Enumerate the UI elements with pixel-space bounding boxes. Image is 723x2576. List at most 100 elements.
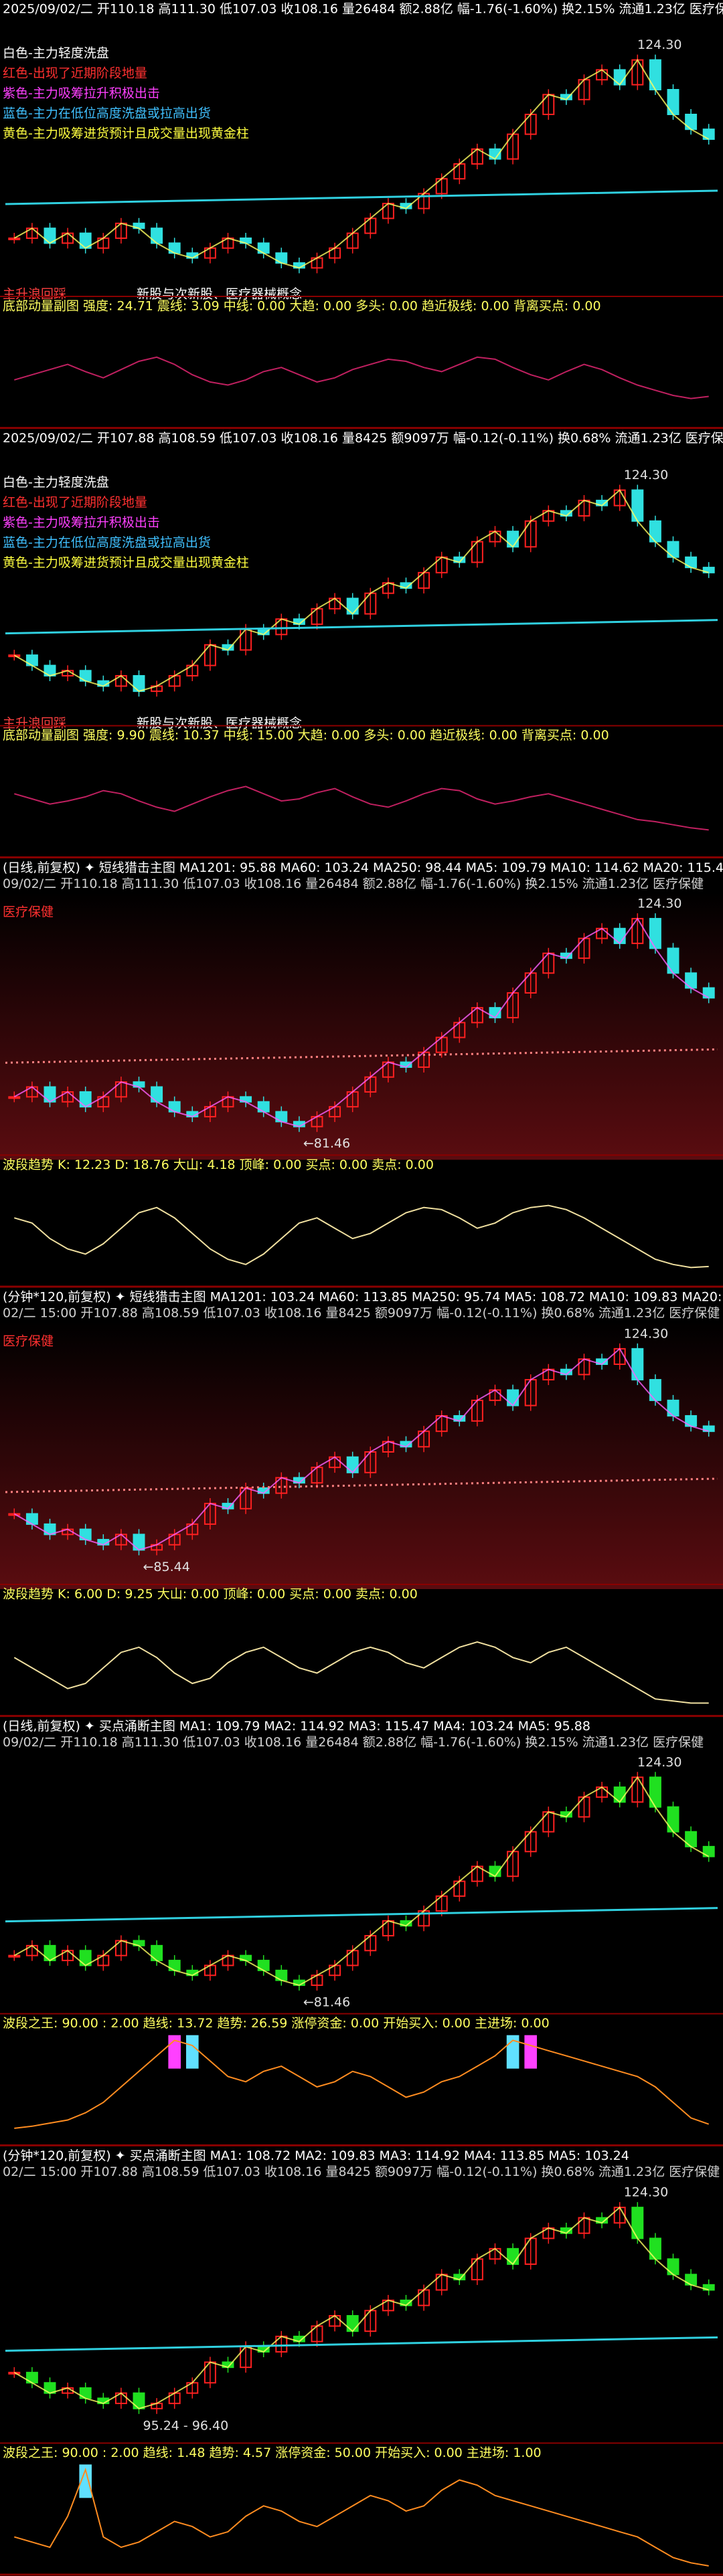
candle: [346, 1456, 359, 1473]
legend-text: 白色-主力轻度洗盘: [3, 46, 109, 61]
price-annotation: ←81.46: [303, 1136, 350, 1151]
candle: [613, 69, 626, 86]
header-line: (日线,前复权) ✦ 短线猎击主图 MA1201: 95.88 MA60: 10…: [3, 860, 723, 875]
indicator-title: 波段之王: 90.00 : 2.00 趋线: 13.72 趋势: 26.59 涨…: [3, 2016, 550, 2031]
candle: [507, 1389, 519, 1406]
header-line: 2025/09/02/二 开107.88 高108.59 低107.03 收10…: [3, 431, 723, 446]
price-annotation: 95.24 - 96.40: [143, 2418, 229, 2433]
header-line: 02/二 15:00 开107.88 高108.59 低107.03 收108.…: [3, 2165, 720, 2179]
price-annotation: 124.30: [637, 1755, 681, 1770]
candle: [667, 1399, 679, 1417]
panel-bg: [0, 892, 723, 1160]
candle: [507, 2247, 519, 2265]
candle: [702, 567, 715, 573]
close-line: [13, 58, 710, 269]
candle: [649, 1379, 661, 1401]
close-line: [13, 1776, 710, 1987]
bottom-note: 主升浪回踩: [3, 716, 66, 731]
price-annotation: 124.30: [624, 468, 668, 482]
price-annotation: 124.30: [624, 2185, 668, 2200]
candle: [667, 1806, 679, 1833]
indicator-line: [13, 1641, 709, 1704]
legend-text: 红色-出现了近期阶段地量: [3, 495, 147, 510]
candle: [151, 227, 163, 244]
price-annotation: 124.30: [624, 1326, 668, 1341]
legend-text: 蓝色-主力在低位高度洗盘或拉高出货: [3, 535, 211, 550]
candle: [346, 597, 359, 615]
candle: [667, 2258, 679, 2276]
candle: [649, 520, 661, 543]
close-line: [13, 2206, 709, 2409]
panel-bg: [0, 33, 723, 301]
indicator-title: 底部动量副图 强度: 9.90 震线: 10.37 中线: 15.00 大趋: …: [3, 728, 609, 743]
candle: [667, 89, 679, 115]
legend-text: 黄色-主力吸筹进货预计且成交量出现黄金柱: [3, 555, 249, 570]
candle: [649, 2237, 661, 2260]
legend-text: 蓝色-主力在低位高度洗盘或拉高出货: [3, 106, 211, 121]
signal-bar: [79, 2464, 92, 2498]
header-line: (日线,前复权) ✦ 买点涌断主图 MA1: 109.79 MA2: 114.9…: [3, 1719, 590, 1734]
candle: [151, 1086, 163, 1103]
indicator-title: 波段趋势 K: 12.23 D: 18.76 大山: 4.18 顶峰: 0.00…: [3, 1158, 434, 1172]
legend-text: 紫色-主力吸筹拉升积极出击: [3, 515, 160, 530]
panel-bg: [0, 1750, 723, 2019]
candle: [649, 1776, 661, 1808]
bottom-note: 新股与次新股、医疗器械概念: [137, 715, 302, 731]
indicator-line: [14, 2467, 709, 2567]
candle: [649, 917, 661, 949]
close-line: [13, 917, 710, 1127]
close-line: [13, 1348, 709, 1551]
candle: [8, 654, 21, 658]
header-line: 02/二 15:00 开107.88 高108.59 低107.03 收108.…: [3, 1306, 720, 1321]
price-annotation: 124.30: [637, 37, 681, 52]
reference-line: [5, 1048, 718, 1064]
candle: [133, 1534, 145, 1551]
candle: [685, 114, 698, 130]
candle: [8, 238, 21, 240]
signal-bar: [185, 2035, 199, 2069]
legend-text: 医疗保健: [3, 1334, 54, 1349]
header-line: 09/02/二 开110.18 高111.30 低107.03 收108.16 …: [3, 1735, 704, 1750]
candle: [631, 1348, 644, 1381]
candle: [133, 675, 145, 693]
price-annotation: 124.30: [637, 896, 681, 911]
indicator-line: [14, 356, 709, 399]
bottom-note: 新股与次新股、医疗器械概念: [137, 286, 302, 302]
indicator-title: 底部动量副图 强度: 24.71 震线: 3.09 中线: 0.00 大趋: 0…: [3, 299, 601, 314]
candle: [667, 947, 679, 974]
candle: [8, 1954, 21, 1958]
close-line: [13, 488, 709, 693]
indicator-line: [14, 1204, 709, 1269]
candle: [631, 2207, 644, 2239]
signal-bar: [524, 2035, 538, 2069]
candle: [667, 541, 679, 558]
legend-text: 白色-主力轻度洗盘: [3, 475, 109, 490]
header-line: 2025/09/02/二 开110.18 高111.30 低107.03 收10…: [3, 2, 723, 17]
candle: [346, 2315, 359, 2332]
price-annotation: ←85.44: [143, 1560, 190, 1574]
reference-line: [5, 619, 718, 635]
candle: [133, 2392, 145, 2409]
reference-line: [5, 189, 718, 205]
reference-line: [5, 2336, 718, 2352]
header-line: (分钟*120,前复权) ✦ 短线猎击主图 MA1201: 103.24 MA6…: [3, 1290, 723, 1305]
candle: [631, 489, 644, 522]
candle: [507, 531, 519, 548]
legend-text: 黄色-主力吸筹进货预计且成交量出现黄金柱: [3, 126, 249, 141]
indicator-line: [14, 786, 709, 831]
legend-text: 医疗保健: [3, 905, 54, 919]
candle: [702, 987, 715, 999]
indicator-line: [14, 2039, 710, 2129]
legend-text: 红色-出现了近期阶段地量: [3, 66, 147, 81]
reference-line: [5, 1907, 718, 1923]
header-line: 09/02/二 开110.18 高111.30 低107.03 收108.16 …: [3, 877, 704, 891]
candle: [685, 972, 698, 989]
reference-line: [5, 1477, 718, 1493]
legend-text: 紫色-主力吸筹拉升积极出击: [3, 86, 160, 101]
header-line: (分钟*120,前复权) ✦ 买点涌断主图 MA1: 108.72 MA2: 1…: [3, 2148, 629, 2163]
candle: [613, 927, 626, 944]
indicator-title: 波段之王: 90.00 : 2.00 趋线: 1.48 趋势: 4.57 涨停资…: [3, 2446, 542, 2460]
